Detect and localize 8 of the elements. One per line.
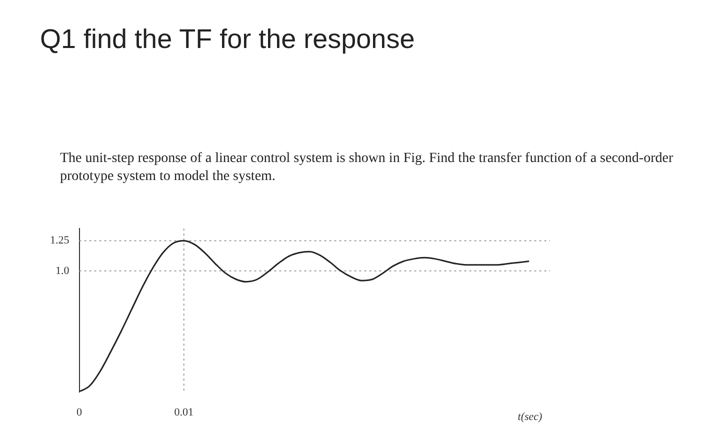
- x-tick-label: 0.01: [174, 406, 194, 418]
- y-tick-label: 1.0: [56, 264, 70, 277]
- chart-subtitle: The unit-step response of a linear control system is shown in Fig. Find the transfer function of a second-order prototype system to model the system.: [60, 150, 674, 186]
- x-tick-label: 0: [76, 406, 82, 418]
- x-axis-title: t(sec): [518, 410, 543, 423]
- y-tick-label: 1.25: [50, 234, 70, 247]
- line-series: [79, 240, 530, 392]
- chart-title: Q1 find the TF for the response: [40, 24, 415, 55]
